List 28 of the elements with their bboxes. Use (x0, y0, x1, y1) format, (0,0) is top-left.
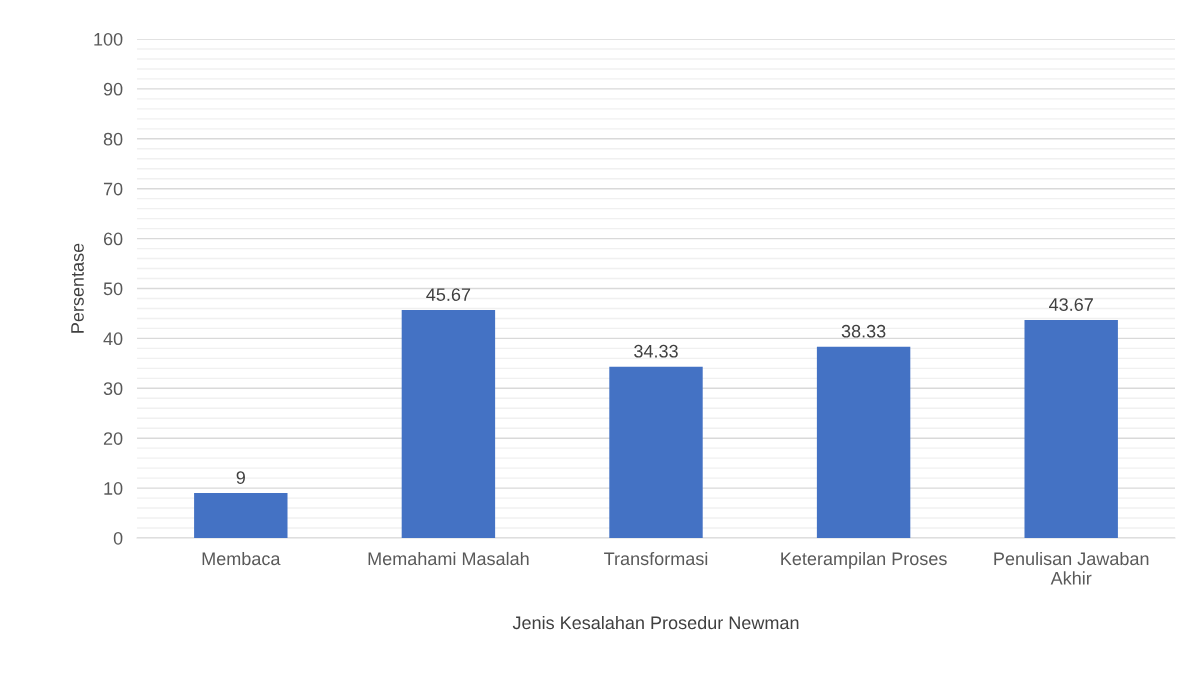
x-tick-label: Membaca (202, 551, 281, 566)
data-label: 38.33 (841, 324, 886, 338)
bar (194, 493, 288, 538)
y-tick-label: 100 (94, 32, 123, 46)
y-tick-label: 40 (103, 332, 123, 346)
y-tick-label: 30 (103, 382, 123, 396)
bar (816, 346, 911, 538)
y-axis-title: Persentase (71, 243, 84, 333)
y-tick-label: 80 (103, 132, 123, 146)
y-tick-label: 90 (103, 82, 123, 96)
y-tick-label: 0 (113, 531, 123, 545)
data-label: 45.67 (426, 288, 471, 301)
x-tick-label: Transformasi (604, 551, 708, 566)
y-tick-label: 50 (103, 282, 123, 296)
data-label: 34.33 (634, 344, 678, 358)
data-label: 9 (236, 471, 245, 484)
y-tick-label: 10 (104, 482, 123, 495)
x-tick-label: Penulisan Jawaban Akhir (994, 551, 1149, 585)
bar (609, 366, 703, 538)
y-tick-label: 20 (103, 432, 123, 445)
data-label: 43.67 (1049, 298, 1093, 311)
y-tick-label: 60 (103, 232, 123, 246)
y-tick-label: 70 (103, 182, 123, 196)
bar (401, 310, 496, 538)
bar (1024, 320, 1118, 538)
x-tick-label: Memahami Masalah (368, 551, 529, 566)
x-axis-title: Jenis Kesalahan Prosedur Newman (512, 615, 799, 630)
x-tick-label: Keterampilan Proses (781, 551, 947, 569)
